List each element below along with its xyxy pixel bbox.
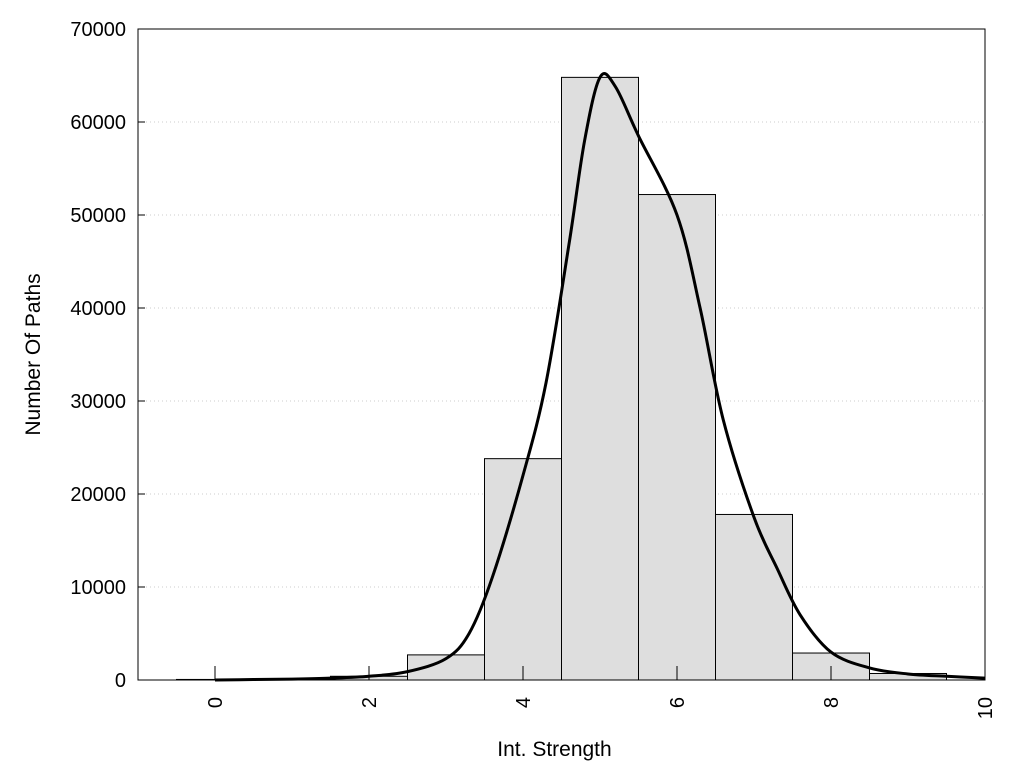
histogram-bar: [561, 76, 639, 681]
y-axis-title: Number Of Paths: [22, 273, 45, 435]
x-tick-label: 4: [513, 697, 535, 708]
x-tick-label: 0: [205, 697, 227, 708]
x-tick-label: 2: [359, 697, 381, 708]
y-tick-label: 10000: [70, 577, 126, 599]
x-axis-title: Int. Strength: [497, 738, 611, 761]
y-tick-label: 40000: [70, 298, 126, 320]
x-tick-label: 6: [667, 697, 689, 708]
y-tick-label: 30000: [70, 391, 126, 413]
y-tick-label: 0: [115, 670, 126, 692]
y-axis-ticks: 0 10000 20000 30000 40000 50000 60000 70000: [70, 19, 145, 692]
y-tick-label: 70000: [70, 19, 126, 41]
y-tick-label: 60000: [70, 112, 126, 134]
density-curve-group: [214, 72, 986, 682]
density-curve: [214, 72, 986, 682]
histogram-bar: [638, 194, 716, 681]
plot-frame: [137, 28, 986, 681]
y-tick-label: 50000: [70, 205, 126, 227]
x-axis-ticks: 0 2 4 6 8 10: [205, 666, 997, 719]
x-tick-label: 8: [821, 697, 843, 708]
y-tick-label: 20000: [70, 484, 126, 506]
histogram-bar: [715, 513, 793, 681]
x-tick-label: 10: [975, 697, 997, 719]
histogram-bars: [176, 76, 947, 681]
